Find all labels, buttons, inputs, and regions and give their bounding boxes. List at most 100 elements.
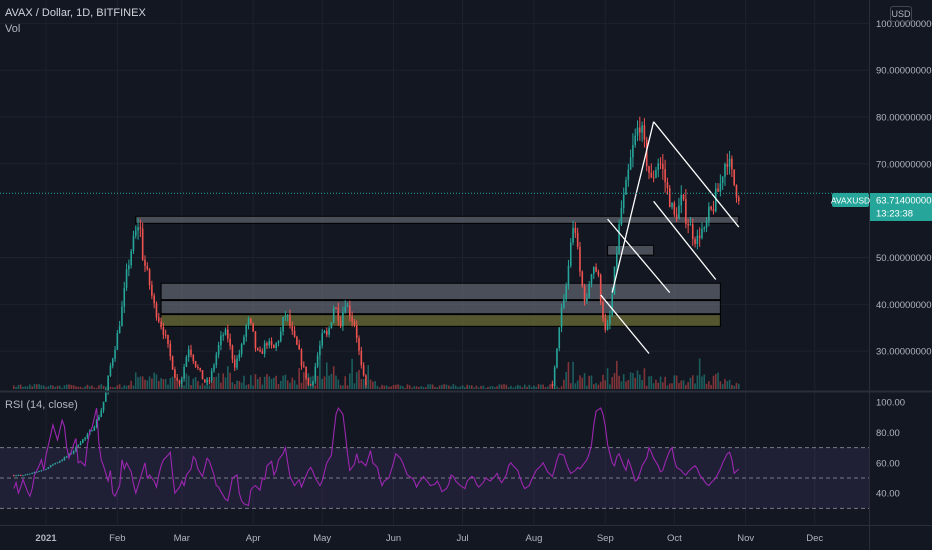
candle-body xyxy=(227,329,229,339)
currency-button[interactable]: USD xyxy=(890,6,912,22)
candle-body xyxy=(597,271,600,275)
volume-bar xyxy=(627,380,630,389)
candle-body xyxy=(576,232,579,247)
trendline-3 xyxy=(653,121,740,228)
volume-bar xyxy=(546,386,549,389)
volume-bar xyxy=(641,379,643,389)
candle-body xyxy=(650,172,653,178)
candle-body xyxy=(49,465,52,468)
volume-bar xyxy=(298,368,300,389)
time-axis[interactable]: 2021 Feb Mar Apr May Jun Jul Aug Sep Oct Nov Dec xyxy=(35,533,823,544)
volume-bar xyxy=(296,384,298,389)
volume-bar xyxy=(494,387,496,389)
volume-bar xyxy=(408,385,411,389)
volume-bar xyxy=(726,381,729,389)
volume-bar xyxy=(29,384,31,389)
volume-bar xyxy=(98,385,100,389)
candle-body xyxy=(100,410,103,417)
volume-bar xyxy=(176,380,178,389)
candle-body xyxy=(204,379,206,383)
volume-bar xyxy=(717,372,719,389)
candle-body xyxy=(121,306,123,327)
candle-body xyxy=(176,377,178,381)
rsi-tick-label: 100.00 xyxy=(876,398,905,409)
volume-bar xyxy=(229,372,231,389)
candle-body xyxy=(206,380,208,383)
candle-body xyxy=(565,285,567,300)
volume-bar xyxy=(88,386,91,389)
volume-bar xyxy=(358,369,360,389)
volume-bar xyxy=(49,385,52,389)
candle-body xyxy=(231,345,234,360)
candle-body xyxy=(236,358,238,368)
volume-bar xyxy=(613,373,616,389)
candle-body xyxy=(54,462,57,465)
volume-bar xyxy=(397,384,399,389)
volume-bar xyxy=(652,383,655,389)
candle-body xyxy=(233,359,236,368)
candle-body xyxy=(217,345,220,355)
volume-bar xyxy=(132,385,135,389)
candle-body xyxy=(685,199,687,224)
candle-body xyxy=(342,312,344,327)
candle-body xyxy=(17,474,20,476)
volume-bar xyxy=(576,380,579,389)
volume-bar xyxy=(590,375,593,389)
candle-body xyxy=(655,170,657,178)
volume-bar xyxy=(698,358,701,389)
candle-body xyxy=(662,164,664,170)
volume-bar xyxy=(682,380,685,389)
volume-bar xyxy=(737,383,740,389)
volume-bar xyxy=(517,384,519,389)
volume-bar xyxy=(615,360,618,389)
volume-bar xyxy=(436,387,439,389)
candle-body xyxy=(300,349,303,366)
volume-bar xyxy=(240,382,243,389)
rsi-axis[interactable]: 100.00 80.00 60.00 40.00 xyxy=(876,398,905,500)
candle-body xyxy=(167,334,169,344)
candle-body xyxy=(125,269,128,288)
volume-bar xyxy=(487,386,489,389)
volume-bar xyxy=(52,385,54,389)
volume-bar xyxy=(374,381,376,389)
volume-bar xyxy=(22,386,24,389)
volume-bar xyxy=(250,375,252,389)
candle-body xyxy=(282,317,284,332)
candle-body xyxy=(321,333,323,346)
volume-bar xyxy=(535,386,538,389)
candle-body xyxy=(296,336,298,345)
candle-body xyxy=(224,329,227,336)
volume-bar xyxy=(457,387,459,389)
candle-body xyxy=(344,306,347,313)
candle-body xyxy=(698,235,701,239)
candle-body xyxy=(238,353,241,359)
volume-bar xyxy=(636,370,639,389)
volume-bar xyxy=(473,387,475,389)
candle-body xyxy=(68,453,70,457)
volume-bar xyxy=(378,387,381,389)
time-tick-label: 2021 xyxy=(35,533,57,544)
candle-body xyxy=(735,184,738,198)
volume-bar xyxy=(390,386,393,389)
candle-body xyxy=(346,305,349,307)
volume-bar xyxy=(489,386,492,389)
volume-bar xyxy=(68,384,70,389)
volume-bar xyxy=(498,384,501,389)
rsi-pane xyxy=(0,406,869,509)
candle-body xyxy=(569,242,572,266)
volume-bar xyxy=(484,387,487,389)
volume-bar xyxy=(137,377,139,389)
candle-body xyxy=(558,327,561,349)
candle-body xyxy=(358,337,360,351)
candle-body xyxy=(24,474,27,476)
volume-bar xyxy=(125,385,128,389)
volume-bar xyxy=(418,387,420,389)
candle-body xyxy=(316,355,319,367)
candle-body xyxy=(134,230,137,235)
trendline-4 xyxy=(653,200,717,280)
price-axis[interactable]: 100.00000000 90.00000000 80.00000000 70.000… xyxy=(876,19,932,358)
price-badge: AVAXUSD 63.71400000 13:23:38 xyxy=(831,193,932,221)
zone-0 xyxy=(135,215,740,224)
volume-bar xyxy=(164,379,167,389)
candle-body xyxy=(162,327,165,335)
